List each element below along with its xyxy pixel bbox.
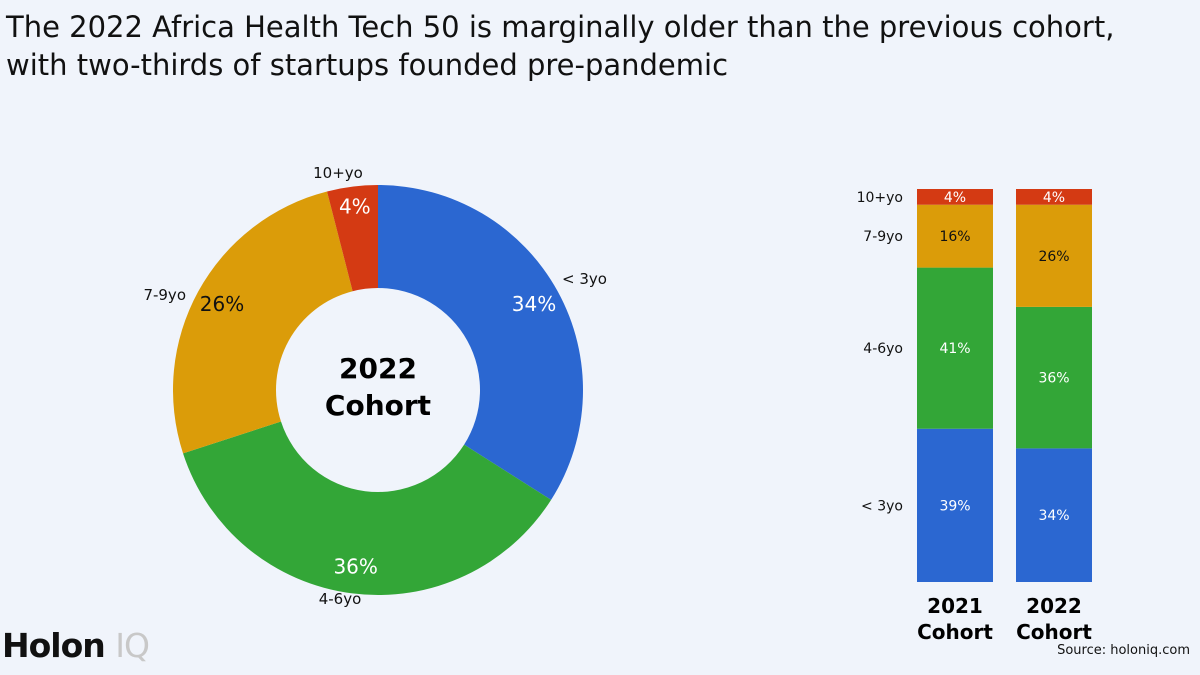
bar-segment [1016,189,1092,205]
bar-segment [1016,448,1092,582]
donut-data-label: 36% [333,555,377,579]
bar-segment [917,267,993,429]
bar-category-label: 2022 [1026,594,1082,618]
donut-category-label: 4-6yo [319,590,362,608]
bar-data-label: 16% [939,229,970,245]
donut-slice [172,191,353,454]
bar-category-label: 2021 [927,594,983,618]
bar-data-label: 34% [1038,508,1069,524]
bar-data-label: 26% [1038,249,1069,265]
logo-text-iq: IQ [115,626,150,665]
bar-data-label: 41% [939,341,970,357]
source-note: Source: holoniq.com [1057,643,1190,658]
bar-series-label: < 3yo [861,498,903,514]
bar-segment [1016,204,1092,307]
bar-data-label: 36% [1038,371,1069,387]
donut-data-label: 4% [339,194,371,218]
bar-series-label: 4-6yo [863,341,903,357]
bar-series-label: 7-9yo [863,229,903,245]
bar-segment [917,428,993,582]
bar-category-label: Cohort [917,620,993,644]
logo-text: Holon [2,626,106,665]
donut-slice [327,185,378,292]
donut-category-label: 7-9yo [143,286,186,304]
bar-segment [917,204,993,268]
donut-slice [183,421,552,596]
bar-segment [1016,306,1092,449]
chart-title: The 2022 Africa Health Tech 50 is margin… [6,10,1115,82]
bar-data-label: 4% [944,190,966,206]
donut-category-label: < 3yo [562,270,607,288]
donut-center-label: 2022 [339,352,417,385]
bar-series-label: 10+yo [857,190,903,206]
bar-data-label: 4% [1043,190,1065,206]
donut-category-label: 10+yo [313,164,363,182]
bar-category-label: Cohort [1016,620,1092,644]
holoniq-logo: Holon IQ [2,626,150,665]
bar-data-label: 39% [939,498,970,514]
donut-data-label: 34% [512,292,556,316]
donut-data-label: 26% [200,292,244,316]
donut-center-label: Cohort [325,389,431,422]
donut-slice [378,185,583,500]
bar-segment [917,189,993,205]
